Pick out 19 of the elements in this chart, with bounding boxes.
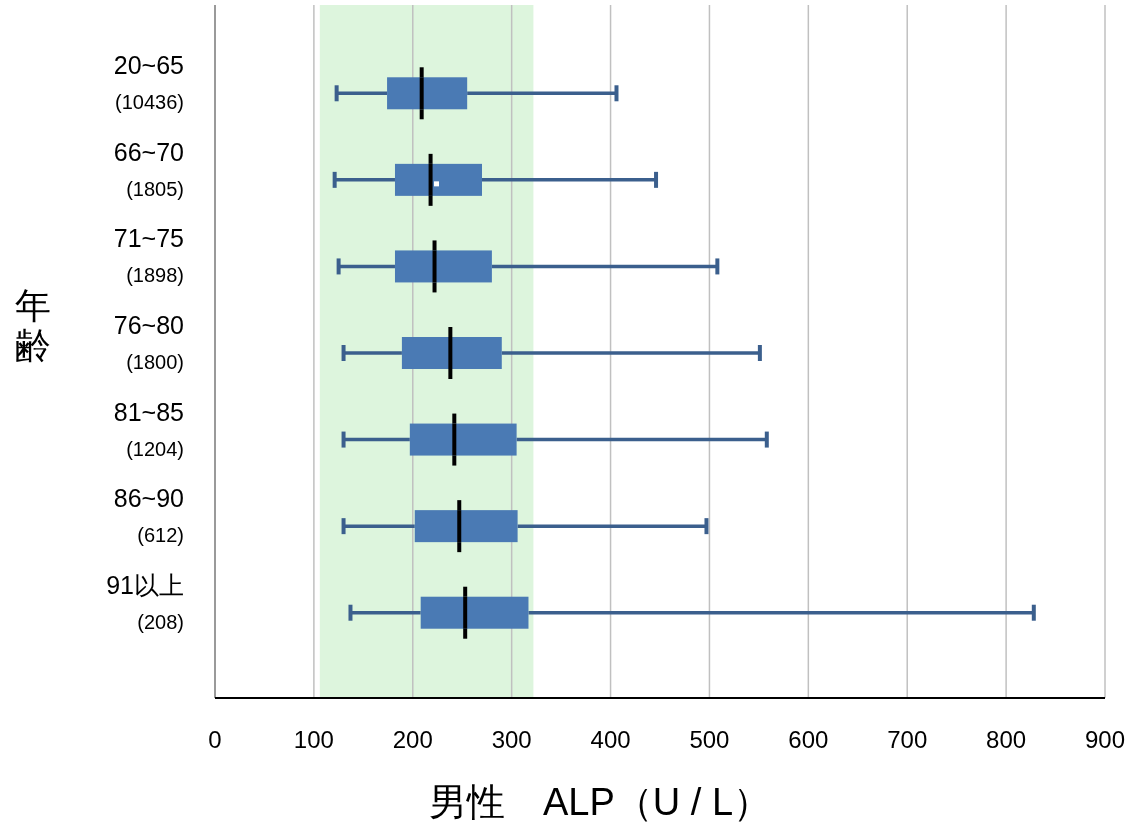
y-axis-title: 年齢 — [15, 285, 51, 366]
y-tick-label: 86~90 (612) — [113, 484, 184, 547]
y-tick-label: 71~75 (1898) — [113, 224, 184, 287]
x-tick-label: 300 — [491, 726, 532, 753]
x-tick-label: 0 — [208, 726, 222, 753]
x-tick-label: 100 — [293, 726, 334, 753]
x-tick-label: 400 — [590, 726, 631, 753]
x-tick-label: 200 — [392, 726, 433, 753]
x-tick-label: 800 — [986, 726, 1027, 753]
y-tick-label: 91以上 (208) — [106, 570, 184, 633]
x-tick-label: 700 — [887, 726, 928, 753]
x-tick-label: 500 — [689, 726, 730, 753]
x-axis-title: 男性 ALP（U / L） — [428, 781, 772, 823]
y-tick-label: 81~85 (1204) — [113, 397, 184, 460]
x-tick-label: 600 — [788, 726, 829, 753]
y-tick-label: 66~70 (1805) — [113, 137, 184, 200]
y-tick-label: 76~80 (1800) — [113, 311, 184, 373]
y-tick-label: 20~65 (10436) — [113, 51, 184, 114]
x-tick-label: 900 — [1084, 726, 1126, 753]
